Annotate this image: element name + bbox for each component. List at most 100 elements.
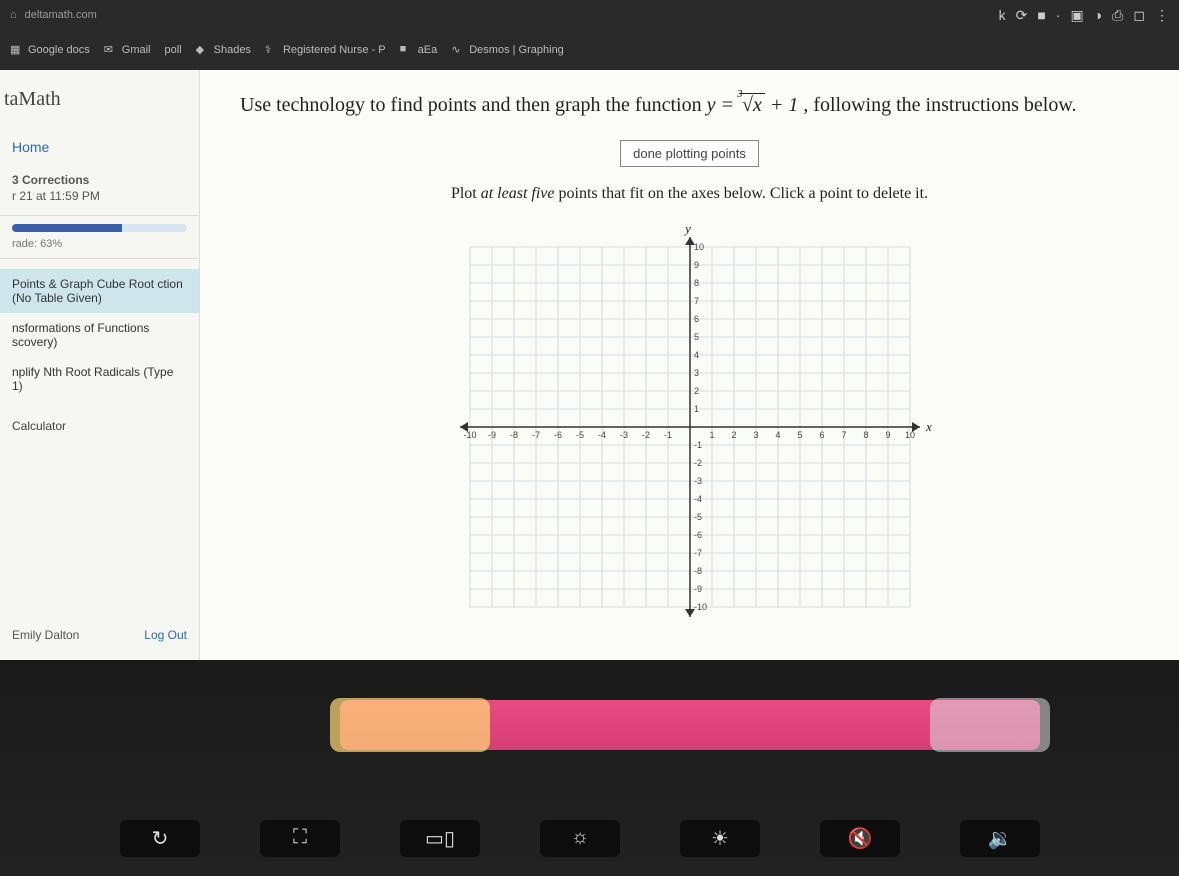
svg-text:3: 3	[694, 368, 699, 378]
key-vol-down: 🔉	[960, 820, 1040, 857]
bookmark-item[interactable]: ■aEa	[400, 43, 438, 57]
key-refresh: ↻	[120, 820, 200, 857]
user-name: Emily Dalton	[12, 628, 79, 642]
svg-text:6: 6	[694, 314, 699, 324]
svg-text:-8: -8	[694, 566, 702, 576]
svg-text:-10: -10	[694, 602, 707, 612]
instruction-prefix: Use technology to find points and then g…	[240, 94, 707, 116]
ext-icon[interactable]: k	[999, 7, 1006, 24]
progress-fill	[12, 224, 122, 232]
sub-instruction: Plot at least five points that fit on th…	[240, 185, 1139, 203]
svg-text:-5: -5	[694, 512, 702, 522]
svg-text:7: 7	[841, 430, 846, 440]
bookmark-item[interactable]: ✉Gmail	[104, 43, 151, 57]
bookmarks-bar: ▦Google docs ✉Gmail poll ◆Shades ⚕Regist…	[0, 30, 1179, 70]
svg-text:-3: -3	[619, 430, 627, 440]
svg-text:10: 10	[694, 242, 704, 252]
bookmark-item[interactable]: ⚕Registered Nurse - P	[265, 43, 386, 57]
bookmark-item[interactable]: poll	[165, 44, 182, 56]
svg-text:5: 5	[694, 332, 699, 342]
svg-text:4: 4	[694, 350, 699, 360]
svg-text:5: 5	[797, 430, 802, 440]
graph-container: -10 -9 -8 -7 -6 -5 -4 -3 -2 -1 1 2 3 4 5 6 7 8 9 10 10 9 8 7 6 5 4…	[240, 217, 1139, 637]
topic-item-transformations[interactable]: nsformations of Functions scovery)	[0, 313, 199, 357]
key-mute: 🔇	[820, 820, 900, 857]
svg-text:10: 10	[904, 430, 914, 440]
topic-item-cube-root[interactable]: Points & Graph Cube Root ction (No Table…	[0, 269, 199, 313]
svg-text:8: 8	[863, 430, 868, 440]
logout-link[interactable]: Log Out	[144, 628, 187, 642]
svg-text:9: 9	[885, 430, 890, 440]
highlighter-pen	[340, 700, 1040, 750]
progress-section: rade: 63%	[0, 215, 199, 259]
svg-text:6: 6	[819, 430, 824, 440]
home-icon[interactable]: ⌂	[10, 9, 17, 21]
key-fullscreen: ⛶	[260, 820, 340, 857]
bookmark-item[interactable]: ▦Google docs	[10, 43, 90, 57]
svg-text:2: 2	[694, 386, 699, 396]
key-bright-up: ☀	[680, 820, 760, 857]
svg-text:1: 1	[709, 430, 714, 440]
svg-text:9: 9	[694, 260, 699, 270]
svg-text:-1: -1	[663, 430, 671, 440]
key-bright-down: ☼	[540, 820, 620, 857]
menu-icon[interactable]: ⋮	[1155, 7, 1169, 24]
key-overview: ▭▯	[400, 820, 480, 857]
svg-text:4: 4	[775, 430, 780, 440]
equation: y = 3 √x + 1	[707, 94, 804, 116]
browser-chrome: ⌂ deltamath.com k ⟳ ■ · ▣ ◑ ⎙ ◻ ⋮ ▦Googl…	[0, 0, 1179, 70]
app-body: taMath Home 3 Corrections r 21 at 11:59 …	[0, 70, 1179, 660]
svg-text:-8: -8	[509, 430, 517, 440]
svg-text:1: 1	[694, 404, 699, 414]
due-date: r 21 at 11:59 PM	[12, 189, 187, 203]
svg-text:y: y	[683, 221, 691, 236]
assignment-info: 3 Corrections r 21 at 11:59 PM	[0, 167, 199, 209]
ext-icon[interactable]: ◻	[1133, 7, 1145, 24]
svg-text:-6: -6	[694, 530, 702, 540]
svg-text:-5: -5	[575, 430, 583, 440]
progress-bar	[12, 224, 187, 232]
svg-text:2: 2	[731, 430, 736, 440]
tab-title[interactable]: deltamath.com	[25, 9, 97, 21]
svg-text:-7: -7	[531, 430, 539, 440]
coordinate-plane[interactable]: -10 -9 -8 -7 -6 -5 -4 -3 -2 -1 1 2 3 4 5 6 7 8 9 10 10 9 8 7 6 5 4…	[440, 217, 940, 637]
svg-text:-3: -3	[694, 476, 702, 486]
nav-home[interactable]: Home	[0, 133, 199, 161]
svg-text:7: 7	[694, 296, 699, 306]
tab-bar: ⌂ deltamath.com k ⟳ ■ · ▣ ◑ ⎙ ◻ ⋮	[0, 0, 1179, 30]
ext-icon[interactable]: ▣	[1070, 7, 1083, 24]
corrections-count: 3 Corrections	[12, 173, 187, 187]
ext-icon[interactable]: ⟳	[1016, 7, 1028, 24]
svg-text:8: 8	[694, 278, 699, 288]
sidebar: taMath Home 3 Corrections r 21 at 11:59 …	[0, 70, 200, 660]
ext-icon[interactable]: ⎙	[1112, 7, 1123, 24]
svg-text:-10: -10	[463, 430, 476, 440]
topic-item-nth-root[interactable]: nplify Nth Root Radicals (Type 1)	[0, 357, 199, 401]
bookmark-item[interactable]: ◆Shades	[196, 43, 251, 57]
keyboard-row: ↻ ⛶ ▭▯ ☼ ☀ 🔇 🔉	[120, 820, 1040, 857]
svg-text:x: x	[925, 419, 932, 434]
done-plotting-button[interactable]: done plotting points	[620, 140, 759, 167]
svg-text:-6: -6	[553, 430, 561, 440]
svg-text:-9: -9	[487, 430, 495, 440]
svg-text:-2: -2	[694, 458, 702, 468]
brand-logo: taMath	[0, 80, 199, 127]
ext-icon[interactable]: ◑	[1094, 7, 1102, 24]
svg-text:3: 3	[753, 430, 758, 440]
problem-instruction: Use technology to find points and then g…	[240, 90, 1139, 120]
instruction-suffix: , following the instructions below.	[803, 94, 1076, 116]
ext-icon[interactable]: ·	[1056, 7, 1061, 24]
window-controls: k ⟳ ■ · ▣ ◑ ⎙ ◻ ⋮	[999, 7, 1169, 24]
svg-text:-4: -4	[694, 494, 702, 504]
svg-text:-2: -2	[641, 430, 649, 440]
bookmark-item[interactable]: ∿Desmos | Graphing	[451, 43, 564, 57]
ext-icon[interactable]: ■	[1037, 7, 1045, 24]
main-content: Use technology to find points and then g…	[200, 70, 1179, 660]
svg-text:-9: -9	[694, 584, 702, 594]
svg-text:-4: -4	[597, 430, 605, 440]
grade-text: rade: 63%	[12, 238, 187, 250]
svg-text:-1: -1	[694, 440, 702, 450]
topic-list: Points & Graph Cube Root ction (No Table…	[0, 265, 199, 405]
sidebar-footer: Emily Dalton Log Out	[0, 620, 199, 650]
calculator-link[interactable]: Calculator	[0, 411, 199, 441]
